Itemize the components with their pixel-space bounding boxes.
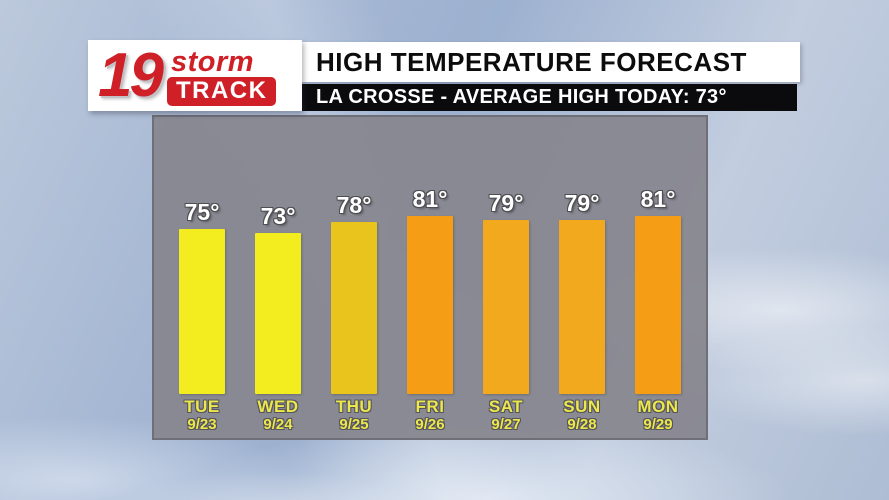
day-label: SUN bbox=[563, 397, 601, 416]
bar-group-fri: 81° FRI 9/26 bbox=[407, 186, 453, 433]
date-label: 9/29 bbox=[643, 416, 673, 433]
date-label: 9/27 bbox=[491, 416, 521, 433]
station-logo: 19 storm TRACK bbox=[88, 40, 302, 111]
temperature-bar bbox=[407, 216, 453, 394]
date-label: 9/24 bbox=[263, 416, 293, 433]
day-label: MON bbox=[637, 397, 679, 416]
bar-group-sun: 79° SUN 9/28 bbox=[559, 190, 605, 433]
temperature-bar bbox=[635, 216, 681, 394]
temp-value-label: 79° bbox=[564, 190, 600, 216]
station-number: 19 bbox=[98, 40, 164, 110]
bar-chart: 75° TUE 9/23 73° WED 9/24 78° THU 9/25 81° FRI 9/26… bbox=[154, 117, 706, 438]
bar-group-sat: 79° SAT 9/27 bbox=[483, 190, 529, 433]
chart-subtitle: LA CROSSE - AVERAGE HIGH TODAY: 73° bbox=[301, 84, 797, 111]
chart-panel: 75° TUE 9/23 73° WED 9/24 78° THU 9/25 81° FRI 9/26… bbox=[152, 115, 708, 440]
temperature-bar bbox=[483, 220, 529, 394]
temp-value-label: 75° bbox=[184, 199, 220, 225]
temperature-bar bbox=[179, 229, 225, 394]
temperature-bar bbox=[255, 233, 301, 394]
logo-text-stack: storm TRACK bbox=[166, 45, 277, 106]
temp-value-label: 78° bbox=[336, 192, 372, 218]
temp-value-label: 81° bbox=[412, 186, 448, 212]
temp-value-label: 81° bbox=[640, 186, 676, 212]
temperature-bar bbox=[331, 222, 377, 394]
day-label: WED bbox=[257, 397, 299, 416]
bar-group-mon: 81° MON 9/29 bbox=[635, 186, 681, 433]
logo-track-text: TRACK bbox=[166, 76, 277, 106]
date-label: 9/26 bbox=[415, 416, 445, 433]
temperature-bar bbox=[559, 220, 605, 394]
day-label: SAT bbox=[488, 397, 524, 416]
chart-title: HIGH TEMPERATURE FORECAST bbox=[301, 42, 800, 82]
bar-group-thu: 78° THU 9/25 bbox=[331, 192, 377, 433]
bar-group-wed: 73° WED 9/24 bbox=[255, 203, 301, 433]
bar-group-tue: 75° TUE 9/23 bbox=[179, 199, 225, 433]
day-label: FRI bbox=[415, 397, 445, 416]
date-label: 9/28 bbox=[567, 416, 597, 433]
logo-storm-text: storm bbox=[170, 45, 255, 78]
date-label: 9/23 bbox=[187, 416, 217, 433]
day-label: TUE bbox=[184, 397, 220, 416]
temp-value-label: 73° bbox=[260, 203, 296, 229]
day-label: THU bbox=[335, 397, 373, 416]
date-label: 9/25 bbox=[339, 416, 369, 433]
temp-value-label: 79° bbox=[488, 190, 524, 216]
